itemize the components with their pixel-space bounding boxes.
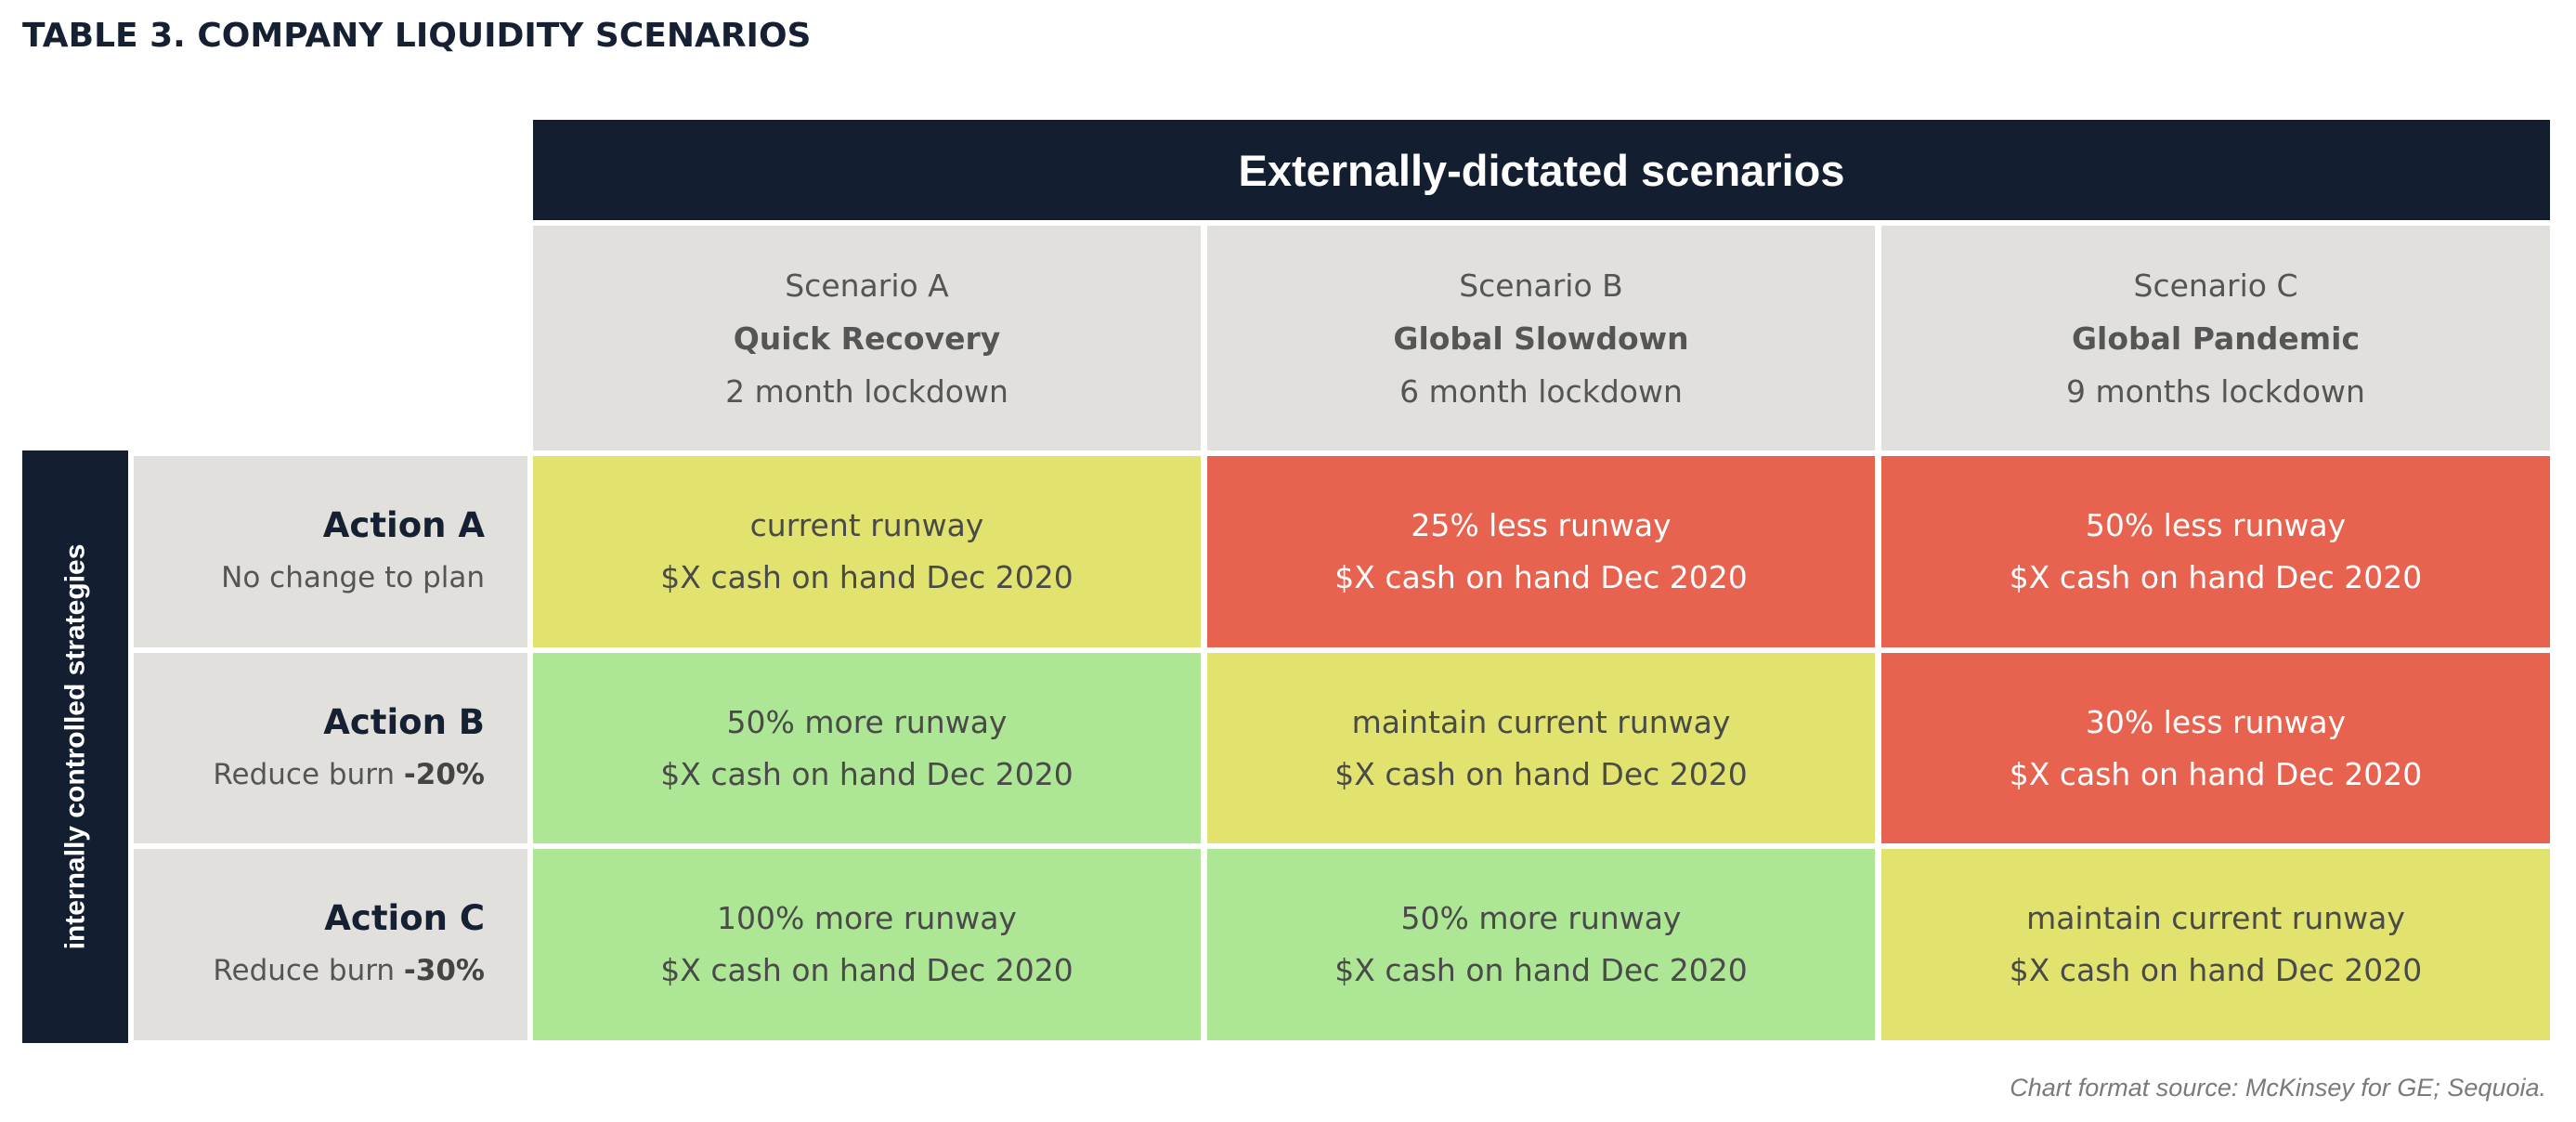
action-name: Action C (324, 898, 485, 938)
scenario-lockdown: 9 months lockdown (2066, 372, 2365, 410)
action-desc: Reduce burn -20% (213, 757, 485, 791)
cell-cash: $X cash on hand Dec 2020 (2009, 755, 2423, 792)
action-name: Action A (322, 505, 485, 545)
cell-outcome: 25% less runway (1411, 507, 1672, 543)
scenario-name: Quick Recovery (733, 320, 1001, 357)
cell-outcome: 50% less runway (2085, 507, 2347, 543)
scenario-header-b: Scenario B Global Slowdown 6 month lockd… (1207, 226, 1875, 450)
action-desc: No change to plan (221, 561, 485, 594)
cell-outcome: maintain current runway (2026, 900, 2405, 936)
cell-a-a: current runway $X cash on hand Dec 2020 (533, 456, 1201, 647)
cell-cash: $X cash on hand Dec 2020 (660, 755, 1073, 792)
row-group-label: internally controlled strategies (59, 543, 91, 950)
cell-cash: $X cash on hand Dec 2020 (2009, 559, 2423, 595)
cell-outcome: 50% more runway (726, 703, 1008, 740)
table-title: TABLE 3. COMPANY LIQUIDITY SCENARIOS (22, 17, 812, 55)
scenario-label: Scenario B (1459, 267, 1623, 304)
action-name: Action B (323, 701, 485, 742)
cell-c-a: 100% more runway $X cash on hand Dec 202… (533, 849, 1201, 1040)
cell-c-b: 50% more runway $X cash on hand Dec 2020 (1207, 849, 1875, 1040)
cell-a-c: 50% less runway $X cash on hand Dec 2020 (1881, 456, 2550, 647)
scenario-lockdown: 6 month lockdown (1399, 372, 1683, 410)
cell-cash: $X cash on hand Dec 2020 (1334, 755, 1748, 792)
cell-outcome: 100% more runway (717, 900, 1017, 936)
cell-outcome: current runway (749, 507, 984, 543)
scenario-lockdown: 2 month lockdown (725, 372, 1008, 410)
action-desc: Reduce burn -30% (213, 954, 485, 987)
scenario-header-c: Scenario C Global Pandemic 9 months lock… (1881, 226, 2550, 450)
cell-cash: $X cash on hand Dec 2020 (2009, 952, 2423, 988)
scenario-name: Global Pandemic (2071, 320, 2361, 357)
cell-cash: $X cash on hand Dec 2020 (660, 952, 1073, 988)
scenario-header-a: Scenario A Quick Recovery 2 month lockdo… (533, 226, 1201, 450)
cell-cash: $X cash on hand Dec 2020 (1334, 952, 1748, 988)
cell-cash: $X cash on hand Dec 2020 (1334, 559, 1748, 595)
cell-cash: $X cash on hand Dec 2020 (660, 559, 1073, 595)
scenario-label: Scenario C (2133, 267, 2298, 304)
cell-outcome: maintain current runway (1351, 703, 1731, 740)
scenario-label: Scenario A (785, 267, 949, 304)
cell-b-a: 50% more runway $X cash on hand Dec 2020 (533, 653, 1201, 843)
action-header-a: Action A No change to plan (134, 456, 527, 647)
action-header-c: Action C Reduce burn -30% (134, 849, 527, 1040)
row-group-header: internally controlled strategies (22, 450, 128, 1043)
cell-b-c: 30% less runway $X cash on hand Dec 2020 (1881, 653, 2550, 843)
cell-a-b: 25% less runway $X cash on hand Dec 2020 (1207, 456, 1875, 647)
source-note: Chart format source: McKinsey for GE; Se… (2010, 1074, 2546, 1102)
action-header-b: Action B Reduce burn -20% (134, 653, 527, 843)
scenario-name: Global Slowdown (1393, 320, 1689, 357)
cell-c-c: maintain current runway $X cash on hand … (1881, 849, 2550, 1040)
column-group-header: Externally-dictated scenarios (533, 120, 2550, 220)
cell-b-b: maintain current runway $X cash on hand … (1207, 653, 1875, 843)
cell-outcome: 50% more runway (1400, 900, 1682, 936)
cell-outcome: 30% less runway (2085, 703, 2347, 740)
